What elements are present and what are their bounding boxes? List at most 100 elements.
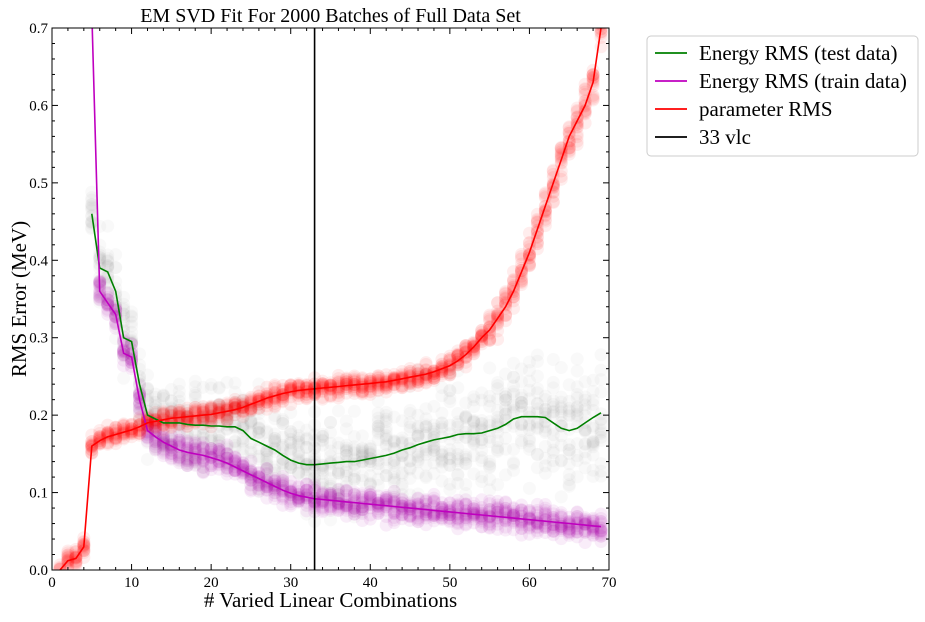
scatter-point bbox=[554, 155, 568, 169]
scatter-point bbox=[276, 476, 290, 490]
scatter-point bbox=[196, 460, 210, 474]
scatter-point bbox=[475, 335, 489, 349]
scatter-point bbox=[379, 493, 393, 507]
scatter-point bbox=[435, 363, 449, 377]
scatter-point bbox=[276, 388, 290, 402]
scatter-point bbox=[212, 439, 226, 453]
x-tick-label: 40 bbox=[363, 575, 378, 591]
scatter-point bbox=[180, 436, 194, 450]
scatter-point bbox=[427, 508, 441, 522]
scatter-point bbox=[172, 435, 186, 449]
scatter-point bbox=[347, 373, 361, 387]
scatter-point bbox=[379, 373, 393, 387]
scatter-point bbox=[435, 365, 449, 379]
scatter-point bbox=[204, 442, 218, 456]
scatter-point bbox=[53, 560, 67, 570]
scatter-point bbox=[597, 28, 605, 30]
scatter-point bbox=[379, 492, 393, 506]
scatter-point bbox=[61, 559, 75, 570]
scatter-point bbox=[570, 522, 584, 536]
scatter-point bbox=[578, 511, 592, 525]
scatter-point bbox=[411, 508, 425, 522]
scatter-point bbox=[467, 343, 481, 357]
scatter-point bbox=[347, 384, 361, 398]
scatter-point bbox=[117, 342, 131, 356]
scatter-point bbox=[443, 515, 457, 529]
scatter-point bbox=[395, 364, 409, 378]
scatter-point bbox=[538, 519, 552, 533]
scatter-point bbox=[419, 507, 433, 521]
scatter-point bbox=[387, 372, 401, 386]
scatter-point bbox=[379, 489, 393, 503]
scatter-point bbox=[403, 509, 417, 523]
scatter-point bbox=[260, 402, 274, 416]
scatter-point bbox=[483, 497, 497, 511]
scatter-point bbox=[228, 450, 242, 464]
scatter-point bbox=[101, 286, 115, 300]
scatter-point bbox=[595, 386, 608, 399]
scatter-point bbox=[387, 506, 401, 520]
scatter-point bbox=[570, 510, 584, 524]
scatter-point bbox=[411, 497, 425, 511]
scatter-point bbox=[411, 514, 425, 528]
scatter-point bbox=[355, 372, 369, 386]
scatter-point bbox=[522, 527, 536, 541]
scatter-point bbox=[276, 378, 290, 392]
scatter-point bbox=[554, 532, 568, 546]
scatter-point bbox=[61, 546, 75, 560]
scatter-point bbox=[324, 495, 337, 509]
scatter-point bbox=[491, 296, 505, 310]
scatter-point bbox=[236, 456, 250, 470]
scatter-point bbox=[53, 562, 67, 570]
scatter-point bbox=[538, 507, 552, 521]
scatter-point bbox=[244, 484, 258, 498]
series-lines-layer bbox=[59, 28, 602, 570]
scatter-point bbox=[586, 67, 600, 81]
scatter-point bbox=[403, 502, 417, 516]
scatter-point bbox=[595, 470, 608, 483]
scatter-point bbox=[586, 524, 600, 538]
scatter-point bbox=[125, 422, 139, 436]
scatter-point bbox=[347, 380, 361, 394]
scatter-point bbox=[93, 424, 107, 438]
scatter-point bbox=[491, 308, 505, 322]
scatter-point bbox=[514, 257, 528, 271]
scatter-point bbox=[530, 226, 544, 240]
scatter-point bbox=[578, 105, 592, 119]
scatter-point bbox=[284, 497, 298, 511]
scatter-point bbox=[85, 3, 98, 16]
scatter-point bbox=[483, 458, 496, 471]
scatter-point bbox=[570, 525, 584, 539]
scatter-point bbox=[324, 389, 337, 403]
y-axis-label: RMS Error (MeV) bbox=[7, 221, 31, 377]
scatter-point bbox=[475, 513, 489, 527]
scatter-point bbox=[395, 499, 409, 513]
scatter-point bbox=[93, 426, 107, 440]
scatter-point bbox=[125, 343, 139, 357]
scatter-point bbox=[339, 378, 353, 392]
scatter-point bbox=[411, 370, 425, 384]
scatter-point bbox=[491, 522, 505, 536]
scatter-point bbox=[597, 28, 605, 30]
scatter-point bbox=[316, 379, 330, 393]
x-tick-label: 10 bbox=[124, 575, 139, 591]
scatter-point bbox=[172, 418, 186, 432]
scatter-point bbox=[133, 423, 147, 437]
scatter-point bbox=[212, 455, 226, 469]
scatter-point bbox=[467, 496, 481, 510]
scatter-point bbox=[523, 482, 536, 495]
scatter-point bbox=[125, 422, 139, 436]
scatter-point bbox=[347, 488, 361, 502]
scatter-point bbox=[507, 516, 521, 530]
scatter-point bbox=[522, 511, 536, 525]
scatter-point bbox=[586, 520, 600, 534]
scatter-point bbox=[411, 507, 425, 521]
scatter-point bbox=[316, 494, 330, 508]
scatter-point bbox=[578, 525, 592, 539]
scatter-point bbox=[387, 372, 401, 386]
scatter-point bbox=[300, 489, 314, 503]
scatter-point bbox=[339, 378, 353, 392]
legend-entry: 33 vlc bbox=[655, 125, 751, 149]
scatter-point bbox=[164, 448, 178, 462]
scatter-point bbox=[236, 455, 250, 469]
